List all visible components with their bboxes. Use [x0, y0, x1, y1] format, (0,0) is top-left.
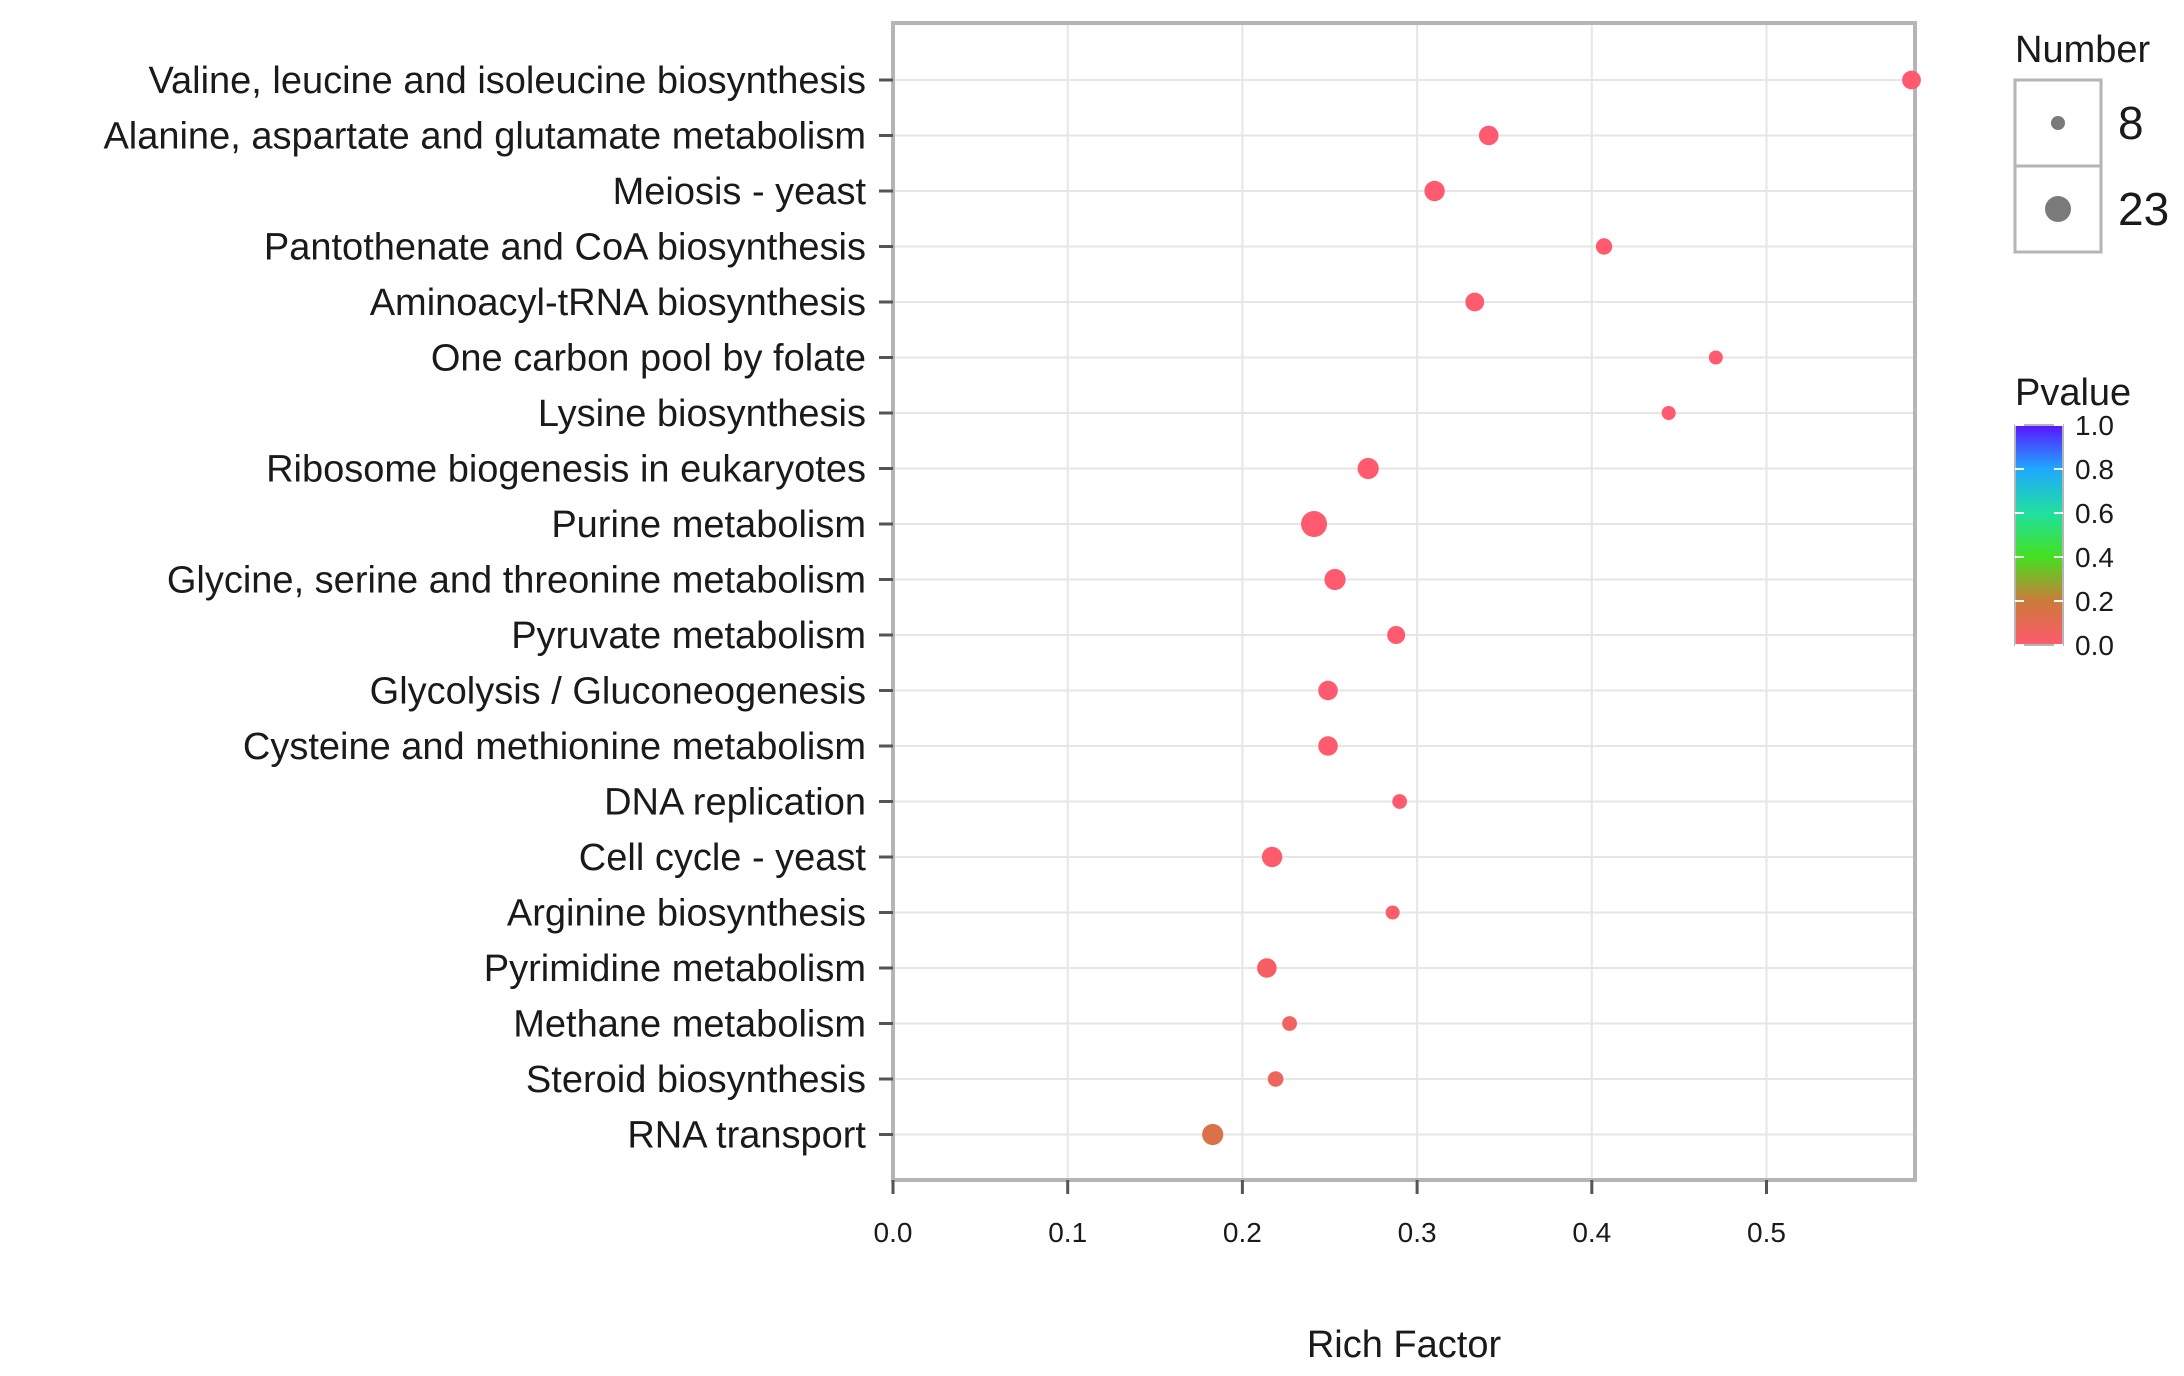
y-tick-label: Purine metabolism — [551, 504, 866, 546]
size-legend-label-large: 23 — [2118, 183, 2169, 235]
x-tick-label: 0.2 — [1223, 1217, 1262, 1248]
y-gridlines — [893, 79, 1915, 1136]
data-point — [1202, 1123, 1224, 1146]
y-tick-label: Alanine, aspartate and glutamate metabol… — [103, 116, 866, 158]
y-tick-label: Cell cycle - yeast — [579, 837, 867, 879]
data-point — [1708, 350, 1723, 365]
data-point — [1257, 958, 1277, 978]
y-tick-label: Valine, leucine and isoleucine biosynthe… — [148, 60, 866, 102]
y-tick-label: Aminoacyl-tRNA biosynthesis — [370, 282, 866, 324]
colorbar-tick-label: 0.8 — [2075, 454, 2114, 485]
y-tick-label: Methane metabolism — [513, 1004, 866, 1046]
data-point — [1424, 180, 1445, 202]
y-tick-label: Glycolysis / Gluconeogenesis — [370, 671, 866, 713]
data-point — [1318, 736, 1338, 756]
plot-border — [891, 21, 1917, 1182]
data-point — [1595, 238, 1613, 255]
colorbar-tick-label: 0.0 — [2075, 630, 2114, 661]
plot-panel — [891, 21, 1921, 1182]
data-points — [1202, 70, 1921, 1146]
data-point — [1324, 568, 1346, 591]
y-tick-label: Lysine biosynthesis — [538, 393, 866, 435]
y-tick-label: Cysteine and methionine metabolism — [243, 726, 866, 768]
x-axis-title: Rich Factor — [1307, 1324, 1502, 1366]
y-tick-label: Meiosis - yeast — [613, 171, 867, 213]
y-tick-label: Steroid biosynthesis — [526, 1059, 866, 1101]
y-axis: Valine, leucine and isoleucine biosynthe… — [103, 60, 893, 1157]
pvalue-colorbar-legend: Pvalue 1.0 0.8 0.6 0.4 0.2 0.0 — [2014, 372, 2131, 661]
data-point — [1478, 125, 1499, 146]
colorbar-tick-label: 0.2 — [2075, 586, 2114, 617]
pvalue-colorbar-ticks: 1.0 0.8 0.6 0.4 0.2 0.0 — [2015, 410, 2114, 661]
size-legend-label-small: 8 — [2118, 97, 2144, 149]
data-point — [1282, 1016, 1297, 1031]
x-tick-label: 0.0 — [874, 1217, 913, 1248]
y-tick-label: Pantothenate and CoA biosynthesis — [264, 227, 866, 269]
data-point — [1465, 292, 1485, 312]
size-legend-title: Number — [2015, 29, 2150, 71]
x-tick-label: 0.4 — [1572, 1217, 1611, 1248]
pvalue-colorbar — [2014, 424, 2064, 646]
size-legend: Number 8 23 — [2013, 29, 2169, 254]
data-point — [1902, 70, 1921, 90]
x-tick-label: 0.3 — [1398, 1217, 1437, 1248]
data-point — [1267, 1071, 1284, 1087]
x-tick-label: 0.5 — [1747, 1217, 1786, 1248]
colorbar-tick-label: 1.0 — [2075, 410, 2114, 441]
data-point — [1261, 846, 1283, 868]
pvalue-legend-title: Pvalue — [2015, 372, 2131, 414]
data-point — [1318, 680, 1338, 701]
size-legend-dot-large — [2045, 196, 2071, 222]
y-tick-label: Pyrimidine metabolism — [484, 948, 866, 990]
size-legend-key-large — [2013, 164, 2103, 254]
y-tick-label: RNA transport — [627, 1115, 866, 1157]
x-tick-label: 0.1 — [1048, 1217, 1087, 1248]
data-point — [1661, 406, 1676, 420]
data-point — [1392, 794, 1408, 809]
data-point — [1387, 626, 1406, 644]
y-tick-label: One carbon pool by folate — [431, 338, 866, 380]
colorbar-tick-label: 0.6 — [2075, 498, 2114, 529]
colorbar-tick-label: 0.4 — [2075, 542, 2114, 573]
y-tick-label: Arginine biosynthesis — [507, 893, 866, 935]
y-tick-label: Ribosome biogenesis in eukaryotes — [266, 449, 866, 491]
data-point — [1385, 905, 1400, 920]
data-point — [1357, 457, 1379, 480]
size-legend-dot-small — [2051, 116, 2065, 130]
y-tick-label: Glycine, serine and threonine metabolism — [167, 560, 866, 602]
y-tick-label: Pyruvate metabolism — [511, 615, 866, 657]
y-tick-label: DNA replication — [604, 782, 866, 824]
data-point — [1301, 511, 1328, 537]
x-axis: 0.0 0.1 0.2 0.3 0.4 0.5 — [874, 1180, 1786, 1248]
